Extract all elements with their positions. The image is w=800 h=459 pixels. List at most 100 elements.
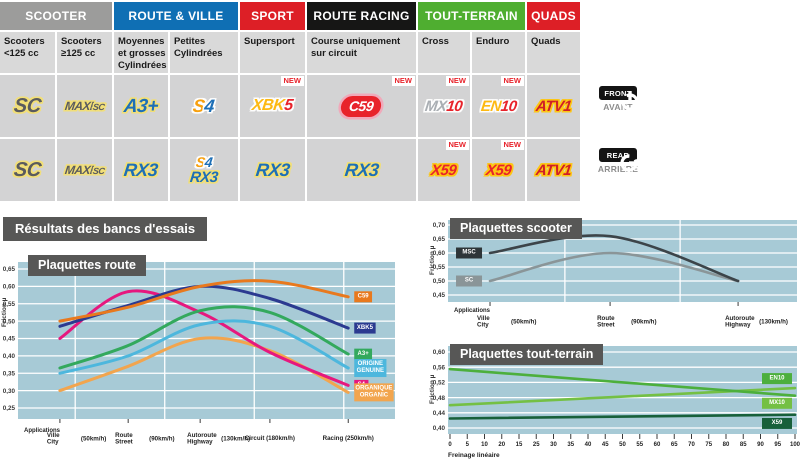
product-logo-s4: S4 xyxy=(194,154,214,170)
pad-cell-front-cross: NEW MX10 xyxy=(418,75,470,137)
svg-text:Highway: Highway xyxy=(725,322,751,329)
svg-text:Circuit (180km/h): Circuit (180km/h) xyxy=(245,435,295,442)
svg-text:0,30: 0,30 xyxy=(3,388,16,395)
group-header-quads: QUADS xyxy=(527,2,580,30)
results-section-title: Résultats des bancs d'essais xyxy=(3,217,208,241)
front-badge-box: FRONT xyxy=(599,86,639,111)
front-badge-label: FRONT xyxy=(604,89,632,98)
svg-text:100: 100 xyxy=(790,442,800,448)
group-header-scooter: SCOOTER xyxy=(0,2,112,30)
product-logo-rx3: RX3 xyxy=(343,160,380,180)
front-axle-badge: FRONT AVANT xyxy=(594,86,642,112)
svg-text:Friction µ: Friction µ xyxy=(429,245,436,275)
product-logo-maxi-sc: MAXISC xyxy=(63,163,105,177)
group-header-route-racing: ROUTE RACING xyxy=(307,2,416,30)
svg-text:0,55: 0,55 xyxy=(433,264,446,271)
product-logo-a3plus: A3+ xyxy=(122,95,160,117)
product-logo-atv1: ATV1 xyxy=(534,161,573,179)
svg-text:Friction µ: Friction µ xyxy=(1,297,8,327)
product-logo-sc: SC xyxy=(12,159,43,181)
svg-text:0,35: 0,35 xyxy=(3,370,16,377)
svg-text:0,45: 0,45 xyxy=(3,336,16,343)
new-badge: NEW xyxy=(445,76,469,86)
svg-text:Ville: Ville xyxy=(477,315,490,322)
route-chart-title: Plaquettes route xyxy=(28,255,146,276)
pad-cell-rear-scooter-big: MAXISC xyxy=(57,139,112,201)
rear-axle-badge: REAR ARRIÈRE xyxy=(594,148,642,174)
svg-text:75: 75 xyxy=(705,442,712,448)
svg-text:Friction µ: Friction µ xyxy=(429,374,436,404)
svg-text:Autoroute: Autoroute xyxy=(725,315,755,322)
column-header: Cross xyxy=(418,32,470,73)
svg-text:0,55: 0,55 xyxy=(3,301,16,308)
new-badge: NEW xyxy=(500,140,524,150)
svg-text:30: 30 xyxy=(550,442,557,448)
rear-badge-label: REAR xyxy=(606,151,630,160)
new-badge: NEW xyxy=(500,76,524,86)
column-header: Quads xyxy=(527,32,580,73)
pad-cell-front-enduro: NEW EN10 xyxy=(472,75,525,137)
svg-text:5: 5 xyxy=(466,442,470,448)
pad-cell-rear-supersport: RX3 xyxy=(240,139,305,201)
rear-badge-box: REAR xyxy=(599,148,640,172)
column-header: Supersport xyxy=(240,32,305,73)
pad-cell-rear-mid-displacement: RX3 xyxy=(114,139,168,201)
svg-text:EN10: EN10 xyxy=(769,375,785,381)
pad-cell-rear-scooter-small: SC xyxy=(0,139,55,201)
svg-text:XBK5: XBK5 xyxy=(357,325,374,331)
svg-text:MX10: MX10 xyxy=(769,400,785,406)
svg-text:0,56: 0,56 xyxy=(433,364,446,371)
svg-text:Applications: Applications xyxy=(24,428,61,434)
svg-text:ORGANIC: ORGANIC xyxy=(360,393,389,399)
svg-text:0,45: 0,45 xyxy=(433,292,446,299)
svg-text:0,48: 0,48 xyxy=(433,395,446,402)
svg-text:0,60: 0,60 xyxy=(3,284,16,291)
svg-text:Autoroute: Autoroute xyxy=(187,432,217,439)
product-logo-maxi-sc: MAXISC xyxy=(63,99,105,113)
svg-text:0,50: 0,50 xyxy=(3,318,16,325)
pad-cell-front-supersport: NEW XBK5 xyxy=(240,75,305,137)
svg-text:ORGANIQUE: ORGANIQUE xyxy=(355,386,392,392)
svg-text:Route: Route xyxy=(115,432,133,439)
column-header: Petites Cylindrées xyxy=(170,32,238,73)
svg-text:80: 80 xyxy=(723,442,730,448)
column-header: Moyennes et grosses Cylindrées xyxy=(114,32,168,73)
column-header: Course uniquement sur circuit xyxy=(307,32,416,73)
column-header: Scooters <125 cc xyxy=(0,32,55,73)
product-logo-mx10: MX10 xyxy=(424,97,464,115)
svg-text:90: 90 xyxy=(757,442,764,448)
offroad-chart-title: Plaquettes tout-terrain xyxy=(450,344,604,365)
brake-disc-rear-icon xyxy=(620,154,640,172)
svg-text:0: 0 xyxy=(448,442,452,448)
svg-text:MSC: MSC xyxy=(462,250,476,256)
product-logo-x59: X59 xyxy=(484,161,513,179)
svg-text:95: 95 xyxy=(774,442,781,448)
svg-text:(50km/h): (50km/h) xyxy=(81,436,106,443)
svg-text:(90km/h): (90km/h) xyxy=(631,319,656,326)
svg-text:A3+: A3+ xyxy=(358,351,370,357)
new-badge: NEW xyxy=(280,76,304,86)
svg-text:Street: Street xyxy=(115,439,133,446)
svg-text:Applications: Applications xyxy=(454,308,491,314)
pad-cell-rear-quads: ATV1 xyxy=(527,139,580,201)
svg-text:45: 45 xyxy=(602,442,609,448)
svg-text:0,60: 0,60 xyxy=(433,349,446,356)
svg-text:City: City xyxy=(47,439,59,446)
svg-text:50: 50 xyxy=(619,442,626,448)
svg-text:Street: Street xyxy=(597,322,615,329)
svg-text:0,70: 0,70 xyxy=(433,222,446,229)
svg-text:0,52: 0,52 xyxy=(433,380,446,387)
pad-cell-rear-racing: RX3 xyxy=(307,139,416,201)
product-logo-x59: X59 xyxy=(430,161,458,179)
svg-text:Route: Route xyxy=(597,315,615,322)
svg-text:Highway: Highway xyxy=(187,439,213,446)
svg-text:40: 40 xyxy=(585,442,592,448)
product-logo-xbk5: XBK5 xyxy=(251,97,294,114)
pad-cell-rear-small-displacement: S4 RX3 xyxy=(170,139,238,201)
rear-badge-sublabel: ARRIÈRE xyxy=(597,164,639,174)
product-logo-en10: EN10 xyxy=(479,97,518,115)
product-logo-s4: S4 xyxy=(192,96,216,116)
svg-text:0,25: 0,25 xyxy=(3,405,16,412)
pad-cell-front-mid-displacement: A3+ xyxy=(114,75,168,137)
svg-text:ORIGINE: ORIGINE xyxy=(358,361,383,367)
